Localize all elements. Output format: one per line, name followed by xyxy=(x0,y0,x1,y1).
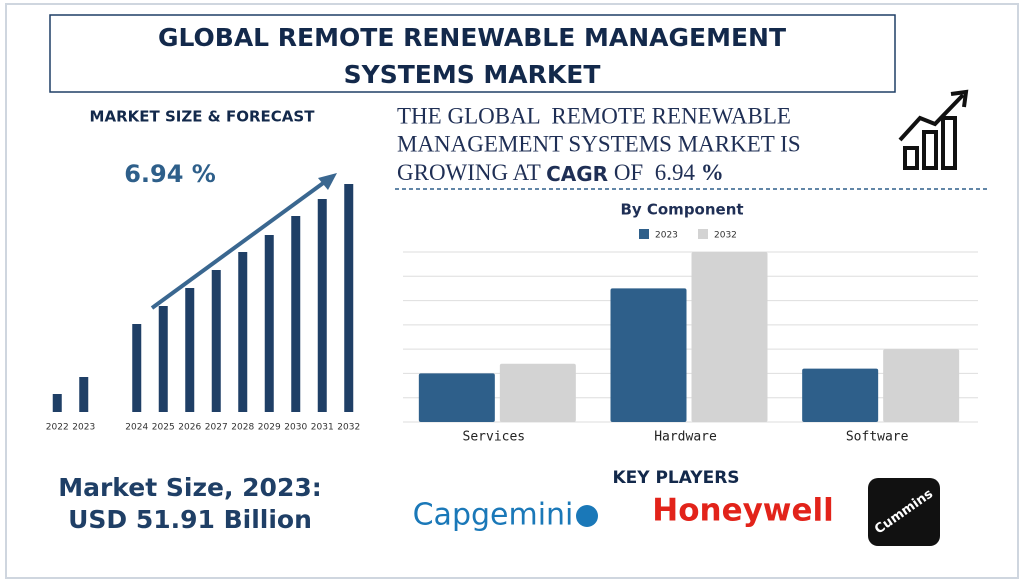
frame xyxy=(5,3,1019,579)
x-tick-label: 2031 xyxy=(311,423,334,433)
bar xyxy=(802,368,879,422)
headline-line: MANAGEMENT SYSTEMS MARKET IS xyxy=(397,131,801,156)
title-line: SYSTEMS MARKET xyxy=(344,60,601,89)
legend-swatch xyxy=(639,229,649,239)
market-size: USD 51.91 Billion xyxy=(68,505,312,534)
chart-title: By Component xyxy=(620,201,743,219)
growth-icon xyxy=(898,89,969,170)
bar xyxy=(499,363,576,422)
headline-line: THE GLOBAL REMOTE RENEWABLE xyxy=(397,103,791,128)
x-tick-label: Hardware xyxy=(654,430,717,445)
legend-swatch xyxy=(698,229,708,239)
bar xyxy=(317,199,327,412)
company-logo: Capgemini xyxy=(413,498,574,533)
x-tick-label: 2030 xyxy=(284,423,307,433)
trend-arrow xyxy=(150,173,337,310)
bar xyxy=(291,216,301,412)
x-tick-label: 2027 xyxy=(205,423,228,433)
logo-mark xyxy=(576,505,598,527)
bar xyxy=(238,252,248,412)
legend-label: 2023 xyxy=(655,231,678,241)
forecast-heading: MARKET SIZE & FORECAST xyxy=(90,108,316,126)
headline-text: GROWING AT xyxy=(397,160,546,185)
market-size: Market Size, 2023: xyxy=(58,473,322,502)
cagr-label: 6.94 % xyxy=(124,160,216,188)
x-tick-label: Software xyxy=(846,430,909,445)
bar xyxy=(158,306,168,412)
headline-emphasis: % xyxy=(701,160,724,185)
bar xyxy=(691,252,768,422)
x-tick-label: Services xyxy=(463,430,526,445)
bar xyxy=(883,349,960,422)
headline-text: OF 6.94 xyxy=(608,160,701,185)
bar xyxy=(418,373,495,422)
legend-label: 2032 xyxy=(714,231,737,241)
x-tick-label: 2025 xyxy=(152,423,175,433)
headline-emphasis: CAGR xyxy=(546,162,608,186)
bar xyxy=(52,394,62,412)
title-line: GLOBAL REMOTE RENEWABLE MANAGEMENT xyxy=(158,23,786,52)
x-tick-label: 2022 xyxy=(46,423,69,433)
bar xyxy=(344,184,354,412)
bar xyxy=(79,377,89,412)
bar xyxy=(610,288,687,422)
company-logo: Honeywell xyxy=(652,493,833,529)
key-players-heading: KEY PLAYERS xyxy=(612,468,739,488)
bar xyxy=(211,270,221,412)
x-tick-label: 2024 xyxy=(125,423,148,433)
bar xyxy=(264,235,274,412)
x-tick-label: 2023 xyxy=(72,423,95,433)
x-tick-label: 2032 xyxy=(337,423,360,433)
x-tick-label: 2029 xyxy=(258,423,281,433)
title-box xyxy=(49,14,896,93)
x-tick-label: 2026 xyxy=(178,423,201,433)
x-tick-label: 2028 xyxy=(231,423,254,433)
headline-line: GROWING AT CAGR OF 6.94 % xyxy=(397,160,724,185)
bar xyxy=(185,288,195,412)
logo-mark xyxy=(868,478,940,546)
bar xyxy=(132,324,142,412)
